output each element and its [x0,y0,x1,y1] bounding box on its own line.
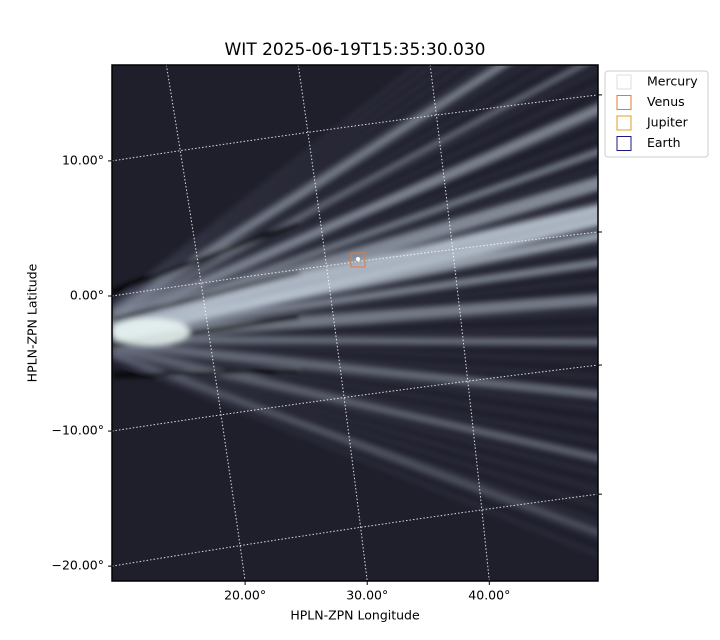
legend-marker [616,136,632,151]
legend-entries: Mercury Venus Jupiter Earth [616,74,698,151]
legend [604,70,709,158]
streak [112,65,467,310]
y-tick-label: 0.00° [70,287,104,302]
streak [112,349,598,459]
streak [112,279,598,336]
grid-line [112,94,598,162]
y-tick-label: −10.00° [51,423,104,438]
legend-label: Jupiter [646,115,689,130]
streak [112,65,421,305]
streak [112,65,486,311]
streak [112,343,598,395]
streak [112,182,598,328]
x-axis-label: HPLN-ZPN Longitude [290,608,420,623]
streak [112,101,598,321]
streak [112,345,598,411]
x-tick-label: 20.00° [224,588,266,603]
planet-dot [356,257,360,261]
streak [112,149,598,325]
streak [112,117,598,322]
bright-core [112,318,190,346]
streak [112,356,598,540]
y-tick-label: 10.00° [62,152,104,167]
venus-marker [350,252,366,268]
streak [112,346,598,427]
plot-frame [111,64,599,582]
x-tick-label: 40.00° [468,588,510,603]
streak [112,65,581,317]
streak [112,339,598,346]
y-tick-label: −20.00° [51,558,104,573]
streak [112,340,598,362]
image-streaks [112,65,598,556]
streak [112,357,598,556]
streak [112,230,598,332]
legend-marker [616,95,632,110]
legend-label: Venus [647,94,685,109]
dark-band [112,368,301,378]
streak [112,336,598,346]
streak [112,262,598,335]
grid-line [112,493,598,567]
grid-line [112,231,598,297]
streak [112,354,598,524]
grid-line [297,65,368,581]
legend-label: Mercury [647,74,698,89]
streak [112,246,598,333]
streak [112,214,598,331]
streak [112,295,598,338]
legend-marker [616,115,632,131]
dark-band [112,269,301,323]
streak [112,65,435,307]
grid-line [112,364,598,432]
dark-band [112,219,302,296]
streak [112,65,553,315]
streak [112,327,598,340]
grid-line [429,65,490,581]
streak [112,347,598,443]
legend-label: Earth [647,135,681,150]
x-tick-label: 30.00° [346,588,388,603]
streak [112,85,598,319]
streak [112,133,598,324]
streak [112,352,598,491]
grid [112,65,598,581]
y-axis-label: HPLN-ZPN Latitude [25,263,40,382]
streak [112,353,598,507]
streak [112,231,598,337]
streak [112,65,590,321]
legend-marker [616,74,632,90]
chart-title: WIT 2025-06-19T15:35:30.030 [225,40,486,60]
planet-markers [350,252,366,268]
